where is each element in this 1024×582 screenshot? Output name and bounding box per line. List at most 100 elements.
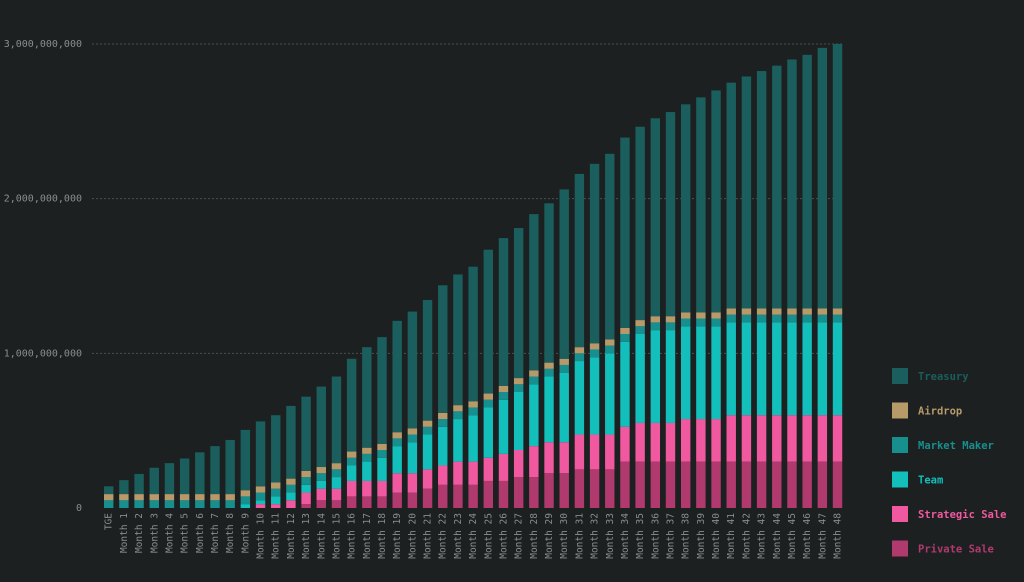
bar-stack-month-33	[605, 153, 615, 508]
bar-strategic-sale-month-39	[696, 419, 706, 462]
bar-team-month-40	[711, 326, 721, 420]
bar-airdrop-month-35	[635, 320, 645, 327]
bar-stack-month-35	[635, 126, 645, 508]
bar-strategic-sale-month-27	[513, 450, 524, 478]
x-tick-label: Month 11	[271, 513, 282, 559]
bar-stack-month-2	[134, 473, 144, 508]
bar-treasury-month-1	[119, 480, 129, 495]
bar-private-sale-month-14	[316, 500, 326, 508]
legend-item-team[interactable]: Team	[892, 471, 943, 488]
bar-team-month-31	[574, 361, 585, 435]
x-tick-label: Month 42	[741, 513, 752, 559]
bar-airdrop-month-36	[650, 316, 661, 323]
bar-airdrop-month-34	[620, 327, 630, 334]
legend-label: Team	[918, 475, 943, 487]
bar-team-month-33	[605, 353, 615, 435]
y-tick-label: 1,000,000,000	[4, 348, 82, 359]
bar-treasury-month-40	[711, 90, 721, 313]
bar-team-month-11	[271, 496, 281, 505]
x-tick-label: Month 8	[225, 513, 236, 553]
bar-private-sale-month-19	[392, 492, 402, 508]
bar-treasury-month-20	[407, 311, 418, 429]
bar-stack-month-27	[513, 228, 524, 508]
bar-private-sale-month-16	[346, 496, 357, 508]
bar-stack-month-48	[832, 44, 843, 508]
bar-airdrop-month-33	[605, 339, 615, 346]
bar-market-maker-month-10	[255, 492, 266, 501]
legend-item-airdrop[interactable]: Airdrop	[892, 402, 962, 419]
bar-stack-month-23	[453, 274, 463, 508]
bar-stack-month-17	[362, 347, 372, 508]
x-tick-label: Month 38	[681, 513, 692, 559]
bar-airdrop-month-26	[498, 385, 509, 392]
x-tick-label: Month 45	[787, 513, 798, 559]
bar-stack-month-19	[392, 320, 402, 508]
x-tick-label: Month 28	[529, 513, 540, 559]
bar-strategic-sale-month-36	[650, 422, 661, 462]
legend-item-treasury[interactable]: Treasury	[892, 368, 969, 384]
x-tick-label: Month 40	[711, 513, 722, 559]
bar-airdrop-month-3	[149, 494, 159, 501]
bar-market-maker-month-25	[483, 399, 494, 408]
bar-treasury-month-23	[453, 274, 463, 406]
bar-private-sale-month-17	[362, 496, 372, 508]
bar-airdrop-month-47	[817, 308, 828, 315]
bar-stack-month-4	[164, 463, 175, 508]
bar-treasury-month-8	[225, 439, 235, 495]
bar-strategic-sale-month-35	[635, 422, 645, 462]
y-tick-label: 3,000,000,000	[4, 39, 82, 50]
bar-private-sale-month-38	[680, 461, 691, 508]
bar-treasury-month-38	[680, 104, 691, 313]
bar-market-maker-month-14	[316, 473, 326, 481]
bar-market-maker-month-26	[498, 392, 509, 400]
bar-treasury-month-9	[240, 429, 251, 491]
bar-team-month-25	[483, 407, 494, 458]
bar-team-month-26	[498, 399, 509, 454]
bar-treasury-month-45	[787, 59, 797, 309]
bar-stack-month-3	[149, 467, 159, 508]
bar-stack-month-42	[741, 76, 752, 508]
legend-item-private-sale[interactable]: Private Sale	[892, 540, 994, 557]
x-tick-label: Month 27	[514, 513, 525, 559]
legend-swatch	[892, 368, 908, 384]
bar-airdrop-month-11	[271, 482, 281, 489]
bar-airdrop-month-40	[711, 312, 721, 319]
bar-market-maker-tge	[104, 500, 114, 508]
bar-stack-month-9	[240, 429, 251, 508]
x-tick-label: Month 26	[498, 513, 509, 559]
bar-private-sale-month-31	[574, 469, 585, 508]
bar-stack-month-5	[179, 458, 190, 508]
bar-airdrop-month-15	[331, 463, 342, 470]
bar-market-maker-month-21	[422, 426, 433, 435]
bar-team-month-19	[392, 446, 402, 474]
bar-private-sale-month-25	[483, 480, 494, 508]
bar-treasury-month-35	[635, 126, 645, 321]
bar-team-month-22	[438, 426, 448, 466]
bar-private-sale-month-43	[756, 461, 767, 508]
bar-strategic-sale-month-44	[772, 415, 782, 462]
bar-treasury-month-17	[362, 347, 372, 448]
bar-private-sale-month-48	[832, 461, 843, 508]
bar-strategic-sale-month-28	[529, 446, 539, 478]
legend-item-market-maker[interactable]: Market Maker	[892, 437, 994, 453]
bar-stack-month-26	[498, 238, 509, 508]
bar-treasury-month-6	[195, 452, 205, 495]
bar-team-month-41	[726, 322, 736, 416]
bar-strategic-sale-month-15	[331, 488, 342, 501]
bar-strategic-sale-month-20	[407, 473, 418, 493]
bar-treasury-month-44	[772, 65, 782, 309]
bar-stack-month-36	[650, 118, 661, 508]
bar-stack-month-11	[271, 415, 281, 508]
x-tick-label: Month 12	[286, 513, 297, 559]
x-tick-label: Month 39	[696, 513, 707, 559]
bar-treasury-month-11	[271, 415, 281, 483]
bar-team-month-9	[240, 504, 251, 508]
bar-private-sale-month-32	[589, 469, 600, 508]
bar-airdrop-month-5	[179, 494, 190, 501]
legend-item-strategic-sale[interactable]: Strategic Sale	[892, 506, 1007, 522]
bar-airdrop-month-44	[772, 308, 782, 315]
bar-team-month-43	[756, 322, 767, 416]
bar-strategic-sale-month-30	[559, 442, 569, 474]
y-tick-label: 0	[76, 503, 82, 514]
x-tick-label: Month 20	[407, 513, 418, 559]
